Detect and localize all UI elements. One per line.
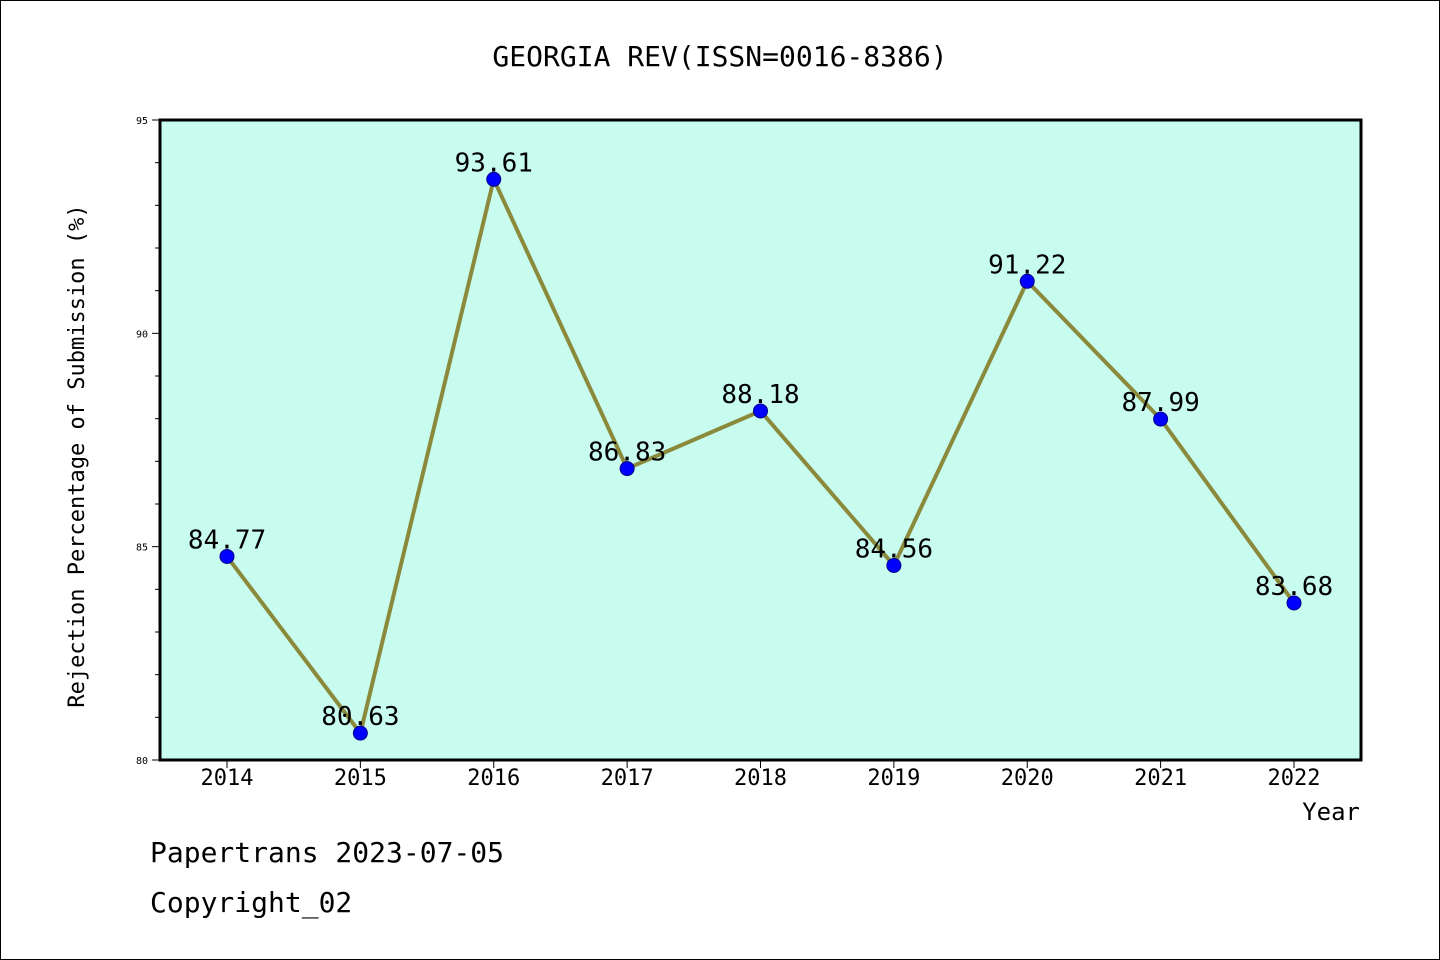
data-point-label: 87.99	[1121, 388, 1199, 418]
x-tick-label: 2014	[201, 766, 254, 791]
x-tick-label: 2016	[467, 766, 520, 791]
x-tick-label: 2015	[334, 766, 387, 791]
data-point-label: 83.68	[1255, 572, 1333, 602]
chart-title: GEORGIA REV(ISSN=0016-8386)	[492, 40, 947, 73]
x-tick-label: 2020	[1001, 766, 1054, 791]
data-point-label: 88.18	[721, 380, 799, 410]
x-axis-label: Year	[1302, 798, 1360, 826]
data-point-label: 93.61	[455, 148, 533, 178]
plot-area	[158, 118, 1363, 762]
data-point-marker	[619, 461, 635, 477]
y-tick-label: 85	[136, 543, 148, 554]
x-tick-label: 2018	[734, 766, 787, 791]
data-point-marker	[1019, 273, 1035, 289]
data-point-marker	[753, 403, 768, 419]
y-tick-label: 95	[136, 116, 148, 127]
y-axis-label: Rejection Percentage of Submission (%)	[65, 204, 90, 707]
data-point-label: 84.56	[855, 534, 933, 564]
data-point-marker	[219, 548, 235, 564]
x-tick-label: 2017	[601, 766, 654, 791]
y-axis: 80 85 90 95	[136, 116, 160, 767]
y-tick-label: 80	[136, 756, 148, 767]
data-point-label: 84.77	[188, 525, 266, 555]
x-tick-label: 2021	[1134, 766, 1187, 791]
data-point-marker	[1153, 411, 1169, 427]
y-tick-label: 90	[136, 329, 148, 340]
footer-copyright-line: Copyright_02	[150, 886, 353, 919]
data-markers	[219, 171, 1302, 741]
data-labels: 84.77 80.63 93.61 86.83 88.18 84.56 91.22 87.99…	[188, 148, 1333, 732]
footer-date-line: Papertrans 2023-07-05	[150, 836, 505, 869]
data-point-marker	[886, 557, 902, 573]
x-tick-label: 2019	[867, 766, 920, 791]
data-point-marker	[352, 725, 368, 741]
data-point-marker	[486, 171, 502, 187]
data-point-label: 91.22	[988, 250, 1066, 280]
x-axis: 2014 2015 2016 2017 2018 2019 2020 2021 2022	[201, 760, 1321, 791]
data-point-label: 86.83	[588, 438, 666, 468]
data-point-label: 80.63	[321, 702, 399, 732]
data-point-marker	[1286, 595, 1302, 611]
x-tick-label: 2022	[1268, 766, 1321, 791]
